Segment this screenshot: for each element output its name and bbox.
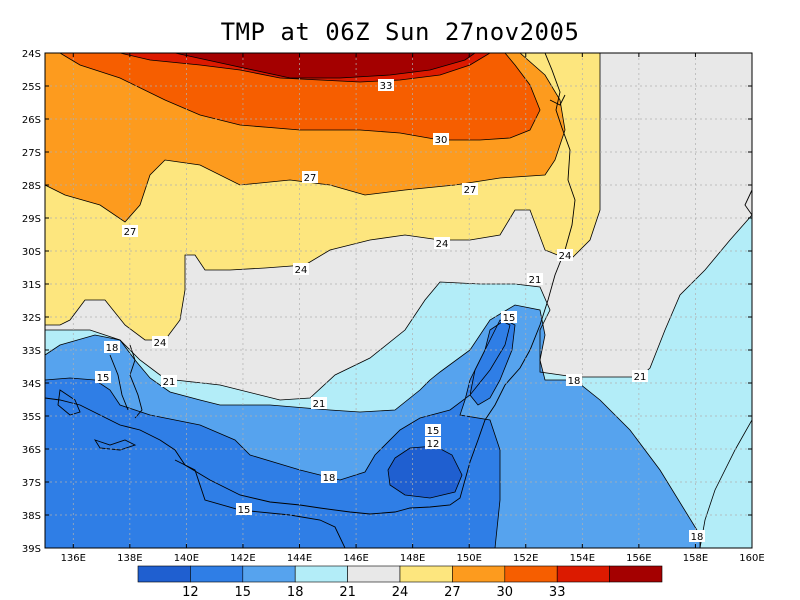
x-tick-label: 156E <box>626 553 651 564</box>
colorbar-label: 30 <box>497 585 514 600</box>
y-tick-label: 37S <box>22 478 41 489</box>
colorbar-swatch <box>137 565 191 583</box>
x-tick-label: 152E <box>513 553 538 564</box>
contour-label: 15 <box>238 505 251 516</box>
y-tick-label: 29S <box>22 214 41 225</box>
contour-label: 24 <box>559 251 572 262</box>
x-tick-label: 142E <box>230 553 255 564</box>
contour-label: 12 <box>427 439 440 450</box>
fill-24-27 <box>45 53 600 340</box>
fill-15-18-east <box>700 420 752 548</box>
colorbar-label: 18 <box>287 585 304 600</box>
y-tick-label: 39S <box>22 544 41 555</box>
contour-label: 15 <box>97 373 110 384</box>
contour-label: 30 <box>435 135 448 146</box>
contour-label: 33 <box>380 81 393 92</box>
contour-label: 15 <box>503 313 516 324</box>
y-tick-label: 27S <box>22 148 41 159</box>
x-tick-label: 150E <box>456 553 481 564</box>
contour-label: 18 <box>691 532 704 543</box>
x-tick-label: 138E <box>117 553 142 564</box>
y-tick-label: 26S <box>22 115 41 126</box>
x-tick-label: 140E <box>174 553 199 564</box>
y-tick-label: 31S <box>22 280 41 291</box>
x-tick-label: 136E <box>61 553 86 564</box>
contour-label: 27 <box>464 185 477 196</box>
colorbar-swatch <box>347 565 401 583</box>
colorbar-swatch <box>294 565 348 583</box>
coastline <box>45 53 752 548</box>
contour-label: 24 <box>295 265 308 276</box>
colorbar-label: 12 <box>182 585 199 600</box>
y-tick-label: 32S <box>22 313 41 324</box>
contour-label: 15 <box>427 426 440 437</box>
y-tick-label: 30S <box>22 247 41 258</box>
map-title: TMP at 06Z Sun 27nov2005 <box>220 18 580 46</box>
fill-gt-36 <box>175 53 475 78</box>
fill-lt-12 <box>388 446 462 498</box>
y-tick-label: 33S <box>22 346 41 357</box>
contour-label: 21 <box>313 399 326 410</box>
contour-label: 18 <box>568 376 581 387</box>
colorbar-label: 24 <box>392 585 409 600</box>
y-tick-label: 36S <box>22 445 41 456</box>
colorbar-label: 15 <box>235 585 252 600</box>
contour-label: 18 <box>323 473 336 484</box>
x-tick-label: 148E <box>400 553 425 564</box>
fill-12-15 <box>45 320 510 548</box>
colorbar-swatch <box>190 565 244 583</box>
y-tick-label: 38S <box>22 511 41 522</box>
x-axis: 136E 138E 140E 142E 144E 146E 148E 150E 152E 154E… <box>61 53 765 564</box>
y-tick-label: 24S <box>22 49 41 60</box>
y-tick-label: 35S <box>22 412 41 423</box>
plot-frame <box>44 52 753 549</box>
colorbar-label: 21 <box>339 585 356 600</box>
y-tick-label: 34S <box>22 379 41 390</box>
colorbar-swatch <box>452 565 506 583</box>
colorbar-label: 27 <box>444 585 461 600</box>
contour-label: 24 <box>436 239 449 250</box>
contour-label: 18 <box>106 343 119 354</box>
y-tick-label: 25S <box>22 82 41 93</box>
colorbar-swatch <box>242 565 296 583</box>
colorbar-swatch <box>609 565 663 583</box>
colorbar-swatch <box>556 565 610 583</box>
colorbar-swatch <box>504 565 558 583</box>
contour-label: 27 <box>304 173 317 184</box>
x-tick-label: 160E <box>739 553 764 564</box>
x-tick-label: 146E <box>343 553 368 564</box>
x-tick-label: 144E <box>287 553 312 564</box>
x-tick-label: 154E <box>570 553 595 564</box>
contour-label: 21 <box>529 275 542 286</box>
fill-12-15-core <box>470 320 515 405</box>
contour-label: 21 <box>634 372 647 383</box>
y-axis: 24S 25S 26S 27S 28S 29S 30S 31S 32S 33S 34S 35S 36S 3… <box>22 49 752 555</box>
contour-lines <box>45 53 752 548</box>
y-tick-label: 28S <box>22 181 41 192</box>
x-tick-label: 158E <box>683 553 708 564</box>
contour-label: 27 <box>124 227 137 238</box>
contour-label: 24 <box>154 338 167 349</box>
colorbar-swatch <box>399 565 453 583</box>
colorbar: 12 15 18 21 24 27 30 33 <box>137 565 663 600</box>
contour-label: 21 <box>163 377 176 388</box>
contour-fills <box>45 53 752 548</box>
colorbar-label: 33 <box>549 585 566 600</box>
contour-labels: 33 30 27 27 27 24 24 24 24 21 21 21 21 1… <box>95 79 705 543</box>
